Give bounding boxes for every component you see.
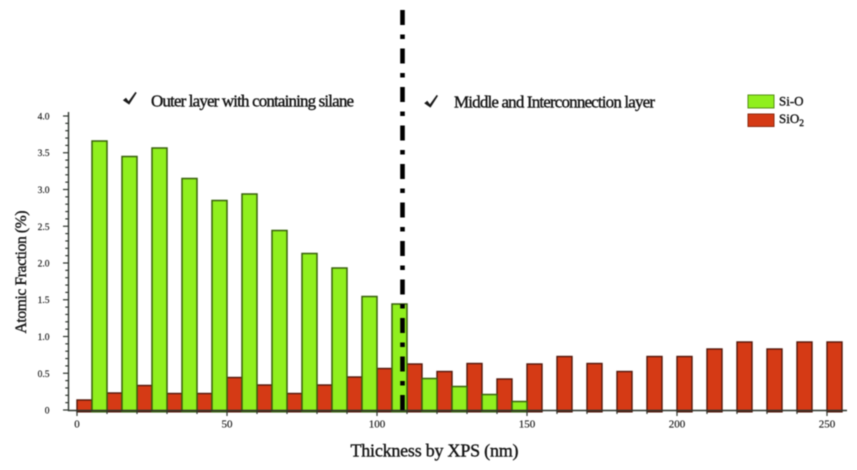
svg-text:0: 0	[74, 419, 80, 431]
svg-text:2.0: 2.0	[38, 260, 50, 270]
svg-text:1.5: 1.5	[38, 296, 50, 306]
svg-text:3.0: 3.0	[38, 186, 50, 196]
svg-text:250: 250	[819, 419, 836, 431]
svg-text:3.5: 3.5	[38, 149, 50, 159]
svg-text:200: 200	[669, 419, 686, 431]
svg-text:1.0: 1.0	[38, 333, 50, 343]
svg-text:0.5: 0.5	[38, 370, 50, 380]
svg-text:0: 0	[45, 407, 50, 417]
svg-text:Outer layer with containing si: Outer layer with containing silane	[151, 92, 354, 111]
svg-text:2.5: 2.5	[38, 223, 50, 233]
svg-text:Si-O: Si-O	[779, 94, 804, 109]
svg-text:Middle and Interconnection lay: Middle and Interconnection layer	[454, 93, 655, 112]
svg-text:4.0: 4.0	[38, 113, 50, 123]
svg-text:150: 150	[519, 419, 536, 431]
svg-text:SiO2: SiO2	[779, 111, 804, 129]
svg-text:Thickness by XPS (nm): Thickness by XPS (nm)	[351, 441, 519, 462]
svg-text:100: 100	[369, 419, 386, 431]
svg-text:Atomic Fraction (%): Atomic Fraction (%)	[13, 211, 30, 334]
svg-text:50: 50	[222, 419, 234, 431]
